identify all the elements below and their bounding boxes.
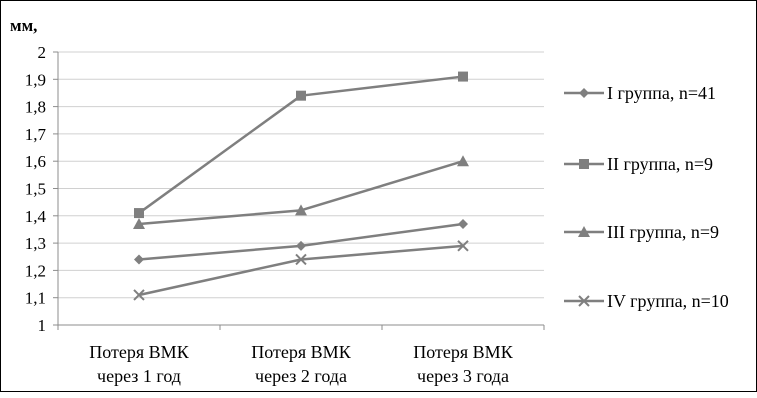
y-tick-label: 1,5 <box>25 180 46 199</box>
legend-label: IV группа, n=10 <box>607 291 729 311</box>
marker-triangle <box>133 217 145 229</box>
y-tick-label: 2 <box>38 43 47 62</box>
x-category-label-line: Потеря ВМК <box>251 342 351 362</box>
y-tick-label: 1,3 <box>25 234 46 253</box>
x-category-label-line: через 3 года <box>417 366 509 386</box>
series-1 <box>134 218 468 265</box>
legend-label: III группа, n=9 <box>607 222 719 242</box>
x-category-label: Потеря ВМК через 3 года <box>413 342 513 386</box>
y-tick-label: 1 <box>38 316 47 335</box>
axes <box>53 51 545 330</box>
marker-triangle <box>578 226 590 237</box>
marker-x-stroke <box>457 240 469 252</box>
marker-x-stroke <box>578 295 590 307</box>
marker-x <box>295 253 307 266</box>
y-tick-labels: 1 1,1 1,2 1,3 1,4 1,5 1,6 1,7 1,8 1,9 2 <box>25 43 47 335</box>
marker-diamond <box>579 88 589 98</box>
marker-square <box>134 208 144 219</box>
marker-x-stroke <box>133 289 145 301</box>
x-category-label: Потеря ВМК через 2 года <box>251 342 351 386</box>
y-tick-label: 1,8 <box>25 98 46 117</box>
legend-item: II группа, n=9 <box>564 154 713 174</box>
x-category-label: Потеря ВМК через 1 год <box>89 342 189 386</box>
marker-diamond <box>296 240 306 251</box>
marker-diamond <box>134 254 144 265</box>
legend-item: I группа, n=41 <box>564 83 716 103</box>
series-4 <box>133 240 469 301</box>
legend: I группа, n=41 II группа, n=9 III группа, … <box>564 83 729 311</box>
legend-label: II группа, n=9 <box>607 154 713 174</box>
x-category-label-line: через 1 год <box>97 366 181 386</box>
legend-item: III группа, n=9 <box>564 222 719 242</box>
x-category-label-line: через 2 года <box>255 366 347 386</box>
y-tick-label: 1,7 <box>25 125 47 144</box>
marker-x <box>133 289 145 301</box>
marker-x <box>578 295 590 307</box>
marker-square <box>296 90 306 101</box>
marker-x-stroke <box>295 253 307 266</box>
x-category-label-line: Потеря ВМК <box>89 342 189 362</box>
y-tick-label: 1,2 <box>25 261 46 280</box>
y-tick-label: 1,1 <box>25 289 46 308</box>
y-axis-unit-label: мм, <box>10 16 37 35</box>
y-tick-label: 1,6 <box>25 152 46 171</box>
legend-item: IV группа, n=10 <box>564 291 729 311</box>
y-tick-label: 1,4 <box>25 207 47 226</box>
series-2 <box>134 71 468 219</box>
marker-square <box>579 159 589 169</box>
marker-triangle <box>295 204 307 216</box>
x-category-labels: Потеря ВМК через 1 год Потеря ВМК через 2 г… <box>89 342 513 386</box>
series-3 <box>133 155 469 229</box>
y-tick-label: 1,9 <box>25 70 46 89</box>
marker-square <box>458 71 468 82</box>
marker-diamond <box>458 218 468 229</box>
x-category-label-line: Потеря ВМК <box>413 342 513 362</box>
marker-x <box>457 240 469 252</box>
legend-label: I группа, n=41 <box>607 83 716 103</box>
marker-triangle <box>457 155 469 167</box>
data-series <box>133 71 469 301</box>
